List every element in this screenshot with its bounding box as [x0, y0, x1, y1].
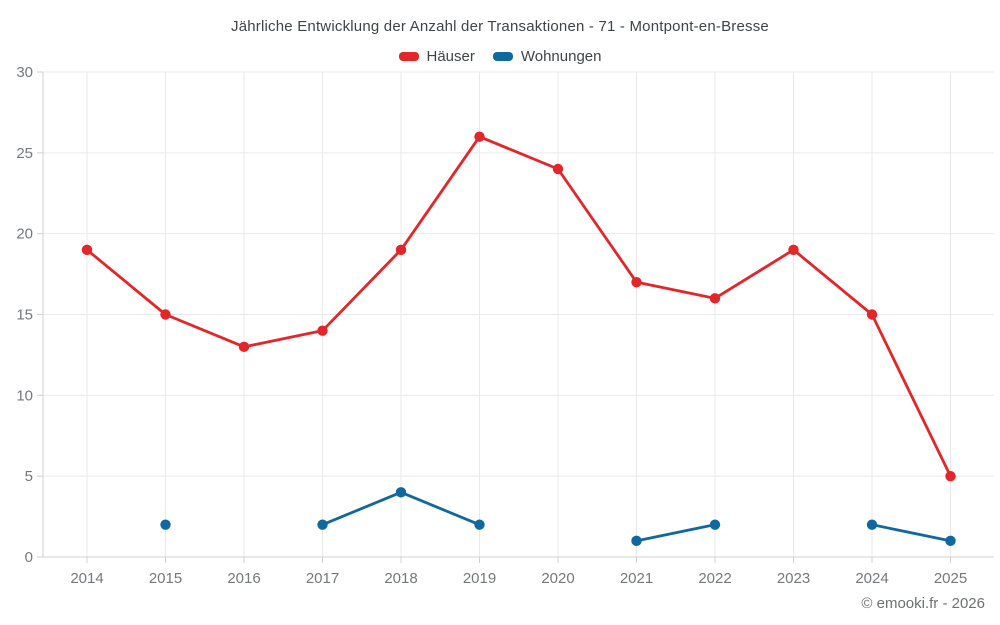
chart-legend: Häuser Wohnungen	[0, 46, 1000, 66]
x-tick-label: 2021	[620, 570, 653, 587]
legend-item-haeuser[interactable]: Häuser	[398, 47, 475, 65]
data-point-wohnungen[interactable]	[631, 535, 642, 547]
data-point-haeuser[interactable]	[709, 293, 721, 304]
y-tick-label: 0	[25, 549, 33, 566]
x-tick-label: 2020	[541, 570, 574, 587]
y-tick-label: 25	[16, 145, 33, 162]
data-point-haeuser[interactable]	[474, 131, 485, 142]
y-tick-label: 20	[16, 226, 33, 243]
data-point-haeuser[interactable]	[552, 163, 564, 175]
data-point-wohnungen[interactable]	[709, 519, 721, 530]
legend-item-wohnungen[interactable]: Wohnungen	[492, 47, 602, 65]
copyright-note: © emooki.fr - 2026	[861, 595, 985, 612]
wohnungen-series-swatch-icon	[492, 51, 513, 61]
x-tick-label: 2017	[306, 570, 339, 587]
data-point-wohnungen[interactable]	[160, 519, 171, 530]
data-point-wohnungen[interactable]	[317, 519, 328, 530]
data-point-wohnungen[interactable]	[395, 487, 407, 498]
y-tick-label: 10	[16, 387, 33, 404]
legend-label-wohnungen: Wohnungen	[520, 47, 602, 65]
series-line-haeuser	[85, 135, 952, 478]
haeuser-series-swatch-icon	[398, 51, 419, 61]
data-point-haeuser[interactable]	[395, 244, 407, 256]
y-tick-label: 15	[16, 307, 33, 324]
data-point-wohnungen[interactable]	[866, 519, 878, 530]
data-point-haeuser[interactable]	[238, 341, 250, 353]
chart-title: Jährliche Entwicklung der Anzahl der Tra…	[231, 18, 769, 35]
x-tick-label: 2014	[70, 570, 103, 587]
x-tick-label: 2015	[149, 570, 182, 587]
data-point-wohnungen[interactable]	[474, 519, 485, 530]
data-point-haeuser[interactable]	[945, 470, 956, 482]
x-tick-label: 2023	[777, 570, 810, 587]
series-line-wohnungen	[635, 523, 717, 543]
data-point-wohnungen[interactable]	[945, 535, 956, 547]
data-point-haeuser[interactable]	[160, 309, 171, 320]
data-point-haeuser[interactable]	[631, 276, 642, 288]
data-point-haeuser[interactable]	[788, 244, 799, 256]
legend-label-haeuser: Häuser	[426, 47, 475, 65]
x-tick-label: 2018	[384, 570, 417, 587]
y-tick-label: 5	[25, 468, 33, 485]
x-tick-label: 2022	[698, 570, 731, 587]
data-point-haeuser[interactable]	[81, 244, 93, 256]
series-line-wohnungen	[870, 523, 952, 543]
data-point-haeuser[interactable]	[317, 325, 328, 336]
data-point-haeuser[interactable]	[866, 309, 878, 320]
x-tick-label: 2025	[934, 570, 967, 587]
y-tick-label: 30	[16, 64, 33, 81]
x-tick-label: 2024	[855, 570, 888, 587]
x-tick-label: 2016	[227, 570, 260, 587]
x-tick-label: 2019	[463, 570, 496, 587]
